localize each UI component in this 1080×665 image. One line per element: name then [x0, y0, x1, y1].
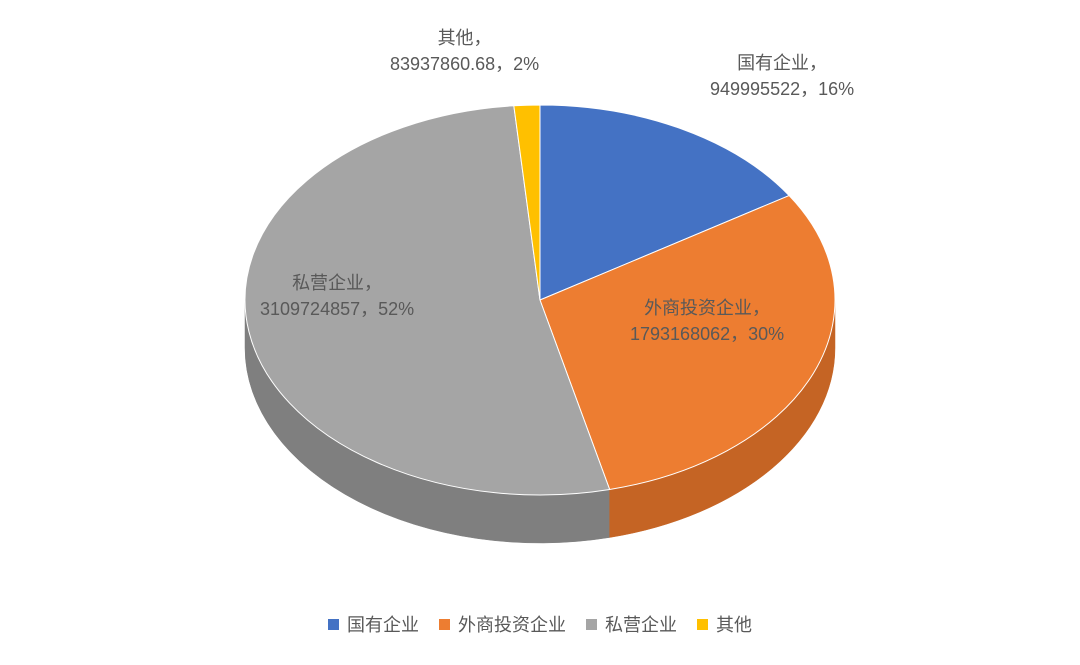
slice-label-foreign: 外商投资企业， 1793168062，30% — [630, 295, 784, 347]
legend-item: 外商投资企业 — [439, 611, 566, 637]
slice-label-line1: 其他， — [438, 28, 492, 48]
legend-swatch — [439, 619, 450, 630]
legend-swatch — [328, 619, 339, 630]
chart-frame: 其他， 83937860.68，2% 国有企业， 949995522，16% 外… — [0, 0, 1080, 665]
slice-label-line1: 国有企业， — [737, 53, 827, 73]
legend-item: 国有企业 — [328, 611, 419, 637]
legend-swatch — [697, 619, 708, 630]
slice-label-line1: 私营企业， — [292, 273, 382, 293]
slice-label-line2: 83937860.68，2% — [390, 54, 539, 74]
legend-text: 其他 — [716, 615, 752, 635]
slice-label-other: 其他， 83937860.68，2% — [390, 25, 539, 77]
legend: 国有企业 外商投资企业 私营企业 其他 — [0, 611, 1080, 637]
slice-label-private: 私营企业， 3109724857，52% — [260, 270, 414, 322]
slice-label-state: 国有企业， 949995522，16% — [710, 50, 854, 102]
slice-label-line2: 949995522，16% — [710, 79, 854, 99]
legend-item: 其他 — [697, 611, 752, 637]
slice-label-line1: 外商投资企业， — [644, 298, 770, 318]
legend-text: 外商投资企业 — [458, 615, 566, 635]
pie-chart — [0, 0, 1080, 665]
legend-item: 私营企业 — [586, 611, 677, 637]
legend-swatch — [586, 619, 597, 630]
legend-text: 私营企业 — [605, 615, 677, 635]
legend-text: 国有企业 — [347, 615, 419, 635]
slice-label-line2: 3109724857，52% — [260, 299, 414, 319]
slice-label-line2: 1793168062，30% — [630, 324, 784, 344]
